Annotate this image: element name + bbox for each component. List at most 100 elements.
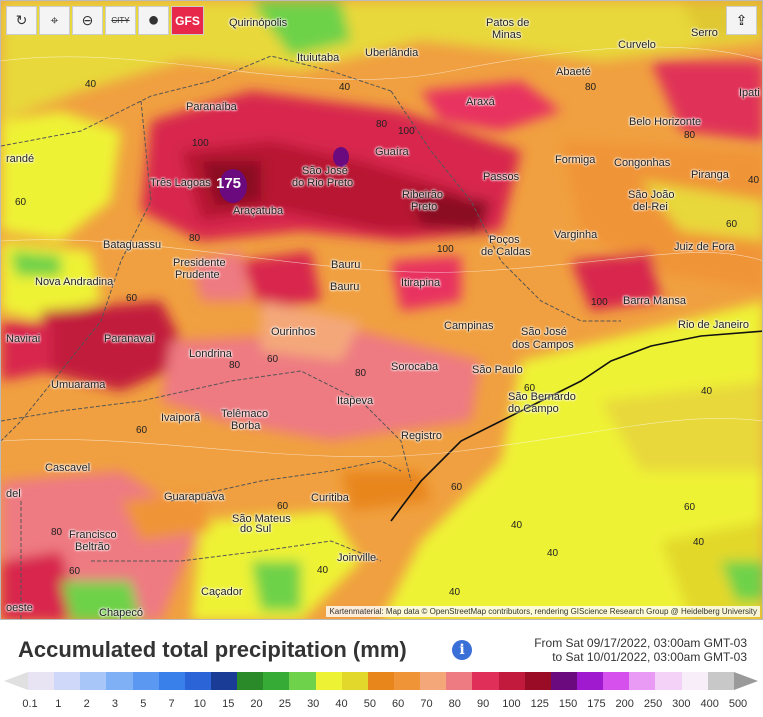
legend-swatch [393, 672, 421, 690]
isoline-value: 60 [267, 354, 279, 365]
legend-swatch [263, 672, 290, 690]
isoline-value: 60 [524, 383, 536, 394]
isoline-value: 60 [451, 482, 463, 493]
city-label: Curvelo [618, 39, 656, 51]
isoline-value: 60 [726, 219, 738, 230]
city-label: Guarapuava [164, 491, 225, 503]
city-label: Joinville [337, 552, 377, 564]
legend-swatch [28, 672, 55, 690]
city-label: Prudente [175, 269, 220, 281]
city-label: Bauru [331, 259, 361, 271]
city-label: Umuarama [51, 379, 106, 391]
precipitation-field [1, 1, 762, 619]
legend-swatch [603, 672, 630, 690]
share-icon[interactable]: ⇪ [726, 6, 757, 35]
city-label: do Rio Preto [292, 177, 354, 189]
legend-tick-label: 90 [476, 698, 490, 710]
legend-swatch [315, 672, 342, 690]
city-label: Juiz de Fora [674, 241, 735, 253]
legend-swatch [681, 672, 708, 690]
legend-swatch [289, 672, 316, 690]
city-label: Campinas [444, 320, 494, 332]
legend-arrow-right [733, 672, 758, 690]
page-title: Accumulated total precipitation (mm) [18, 637, 407, 662]
legend-tick-label: 30 [307, 698, 320, 710]
city-label: Abaeté [556, 66, 591, 78]
zoom-out-icon[interactable]: ⊖ [72, 6, 103, 35]
legend-swatch [106, 672, 133, 690]
legend-tick-label: 3 [111, 698, 119, 710]
legend-tick-label: 125 [530, 698, 549, 710]
city-label: Guaíra [375, 146, 409, 158]
isoline-value: 60 [684, 502, 696, 513]
city-label: Borba [231, 420, 261, 432]
city-label: Chapecó [99, 607, 144, 619]
city-label: Nova Andradina [35, 276, 114, 288]
legend-tick-label: 5 [140, 698, 147, 710]
isoline-value: 80 [585, 82, 597, 93]
legend-ticks: 0.1 1 2 3 5 7 10 15 20 25 30 40 50 60 70 80 90 100 125 150 1… [4, 698, 758, 712]
city-label: de Caldas [481, 246, 531, 258]
city-label: del [6, 488, 21, 500]
city-label: do Sul [240, 523, 272, 535]
isoline-value: 80 [355, 368, 367, 379]
city-label: Itirapina [401, 277, 441, 289]
legend-swatch [550, 672, 577, 690]
legend-tick-label: 1 [55, 698, 62, 710]
legend-tick-label: 15 [222, 698, 235, 710]
city-label: randé [6, 153, 35, 165]
info-icon[interactable]: i [452, 640, 472, 660]
dot-toggle-icon[interactable]: ● [138, 6, 169, 35]
city-label: Paranavaí [104, 333, 155, 345]
legend-swatch [210, 672, 238, 690]
legend-tick-label: 60 [392, 698, 405, 710]
model-gfs-button[interactable]: GFS [171, 6, 204, 35]
city-label: São Bernardo [508, 391, 576, 403]
isoline-value: 80 [229, 360, 241, 371]
city-label: Sorocaba [391, 361, 439, 373]
range-to: to Sat 10/01/2022, 03:00am GMT-03 [552, 650, 747, 664]
city-label: Poços [489, 234, 520, 246]
city-label: Bauru [330, 281, 360, 293]
refresh-icon[interactable]: ↻ [6, 6, 37, 35]
legend-tick-label: 175 [587, 698, 606, 710]
legend-swatch [498, 672, 525, 690]
color-legend [4, 672, 758, 690]
precipitation-map[interactable]: Quirinópolis Patos de Minas Serro Curvelo Itu… [0, 0, 763, 620]
isoline-value: 80 [684, 130, 696, 141]
city-label: Ipati [739, 87, 760, 99]
city-label: Araxá [466, 96, 495, 108]
city-label: Caçador [201, 586, 243, 598]
legend-tick-label: 70 [420, 698, 433, 710]
isoline-value: 60 [15, 197, 27, 208]
legend-tick-label: 7 [168, 698, 175, 710]
city-label: São João [628, 189, 675, 201]
isoline-value: 40 [449, 587, 461, 598]
city-label: Ourinhos [271, 326, 316, 338]
legend-tick-label: 10 [193, 698, 207, 710]
legend-tick-label: 150 [558, 698, 578, 710]
isoline-value: 40 [511, 520, 523, 531]
city-label: Passos [483, 171, 520, 183]
city-label: Araçatuba [233, 205, 284, 217]
city-label: Belo Horizonte [629, 116, 702, 128]
city-label: oeste [6, 602, 33, 614]
legend-swatch [132, 672, 159, 690]
city-label: Congonhas [614, 157, 671, 169]
isoline-value: 40 [693, 537, 705, 548]
legend-swatch [707, 672, 734, 690]
legend-swatch [158, 672, 185, 690]
map-toolbar: ↻ ⌖ ⊖ CITY ● GFS [6, 6, 204, 35]
city-label: São Paulo [472, 364, 523, 376]
legend-tick-label: 500 [728, 698, 748, 710]
legend-tick-label: 40 [335, 698, 348, 710]
location-pin-icon[interactable]: ⌖ [39, 6, 70, 35]
city-label: Itapeva [337, 395, 374, 407]
city-label: São José [302, 165, 348, 177]
isoline-value: 100 [437, 244, 454, 255]
city-toggle-button[interactable]: CITY [105, 6, 136, 35]
legend-tick-label: 400 [700, 698, 719, 710]
city-label: Ivaiporã [161, 412, 201, 424]
isoline-value: 80 [189, 233, 201, 244]
city-label: Três Lagoas [150, 177, 211, 189]
